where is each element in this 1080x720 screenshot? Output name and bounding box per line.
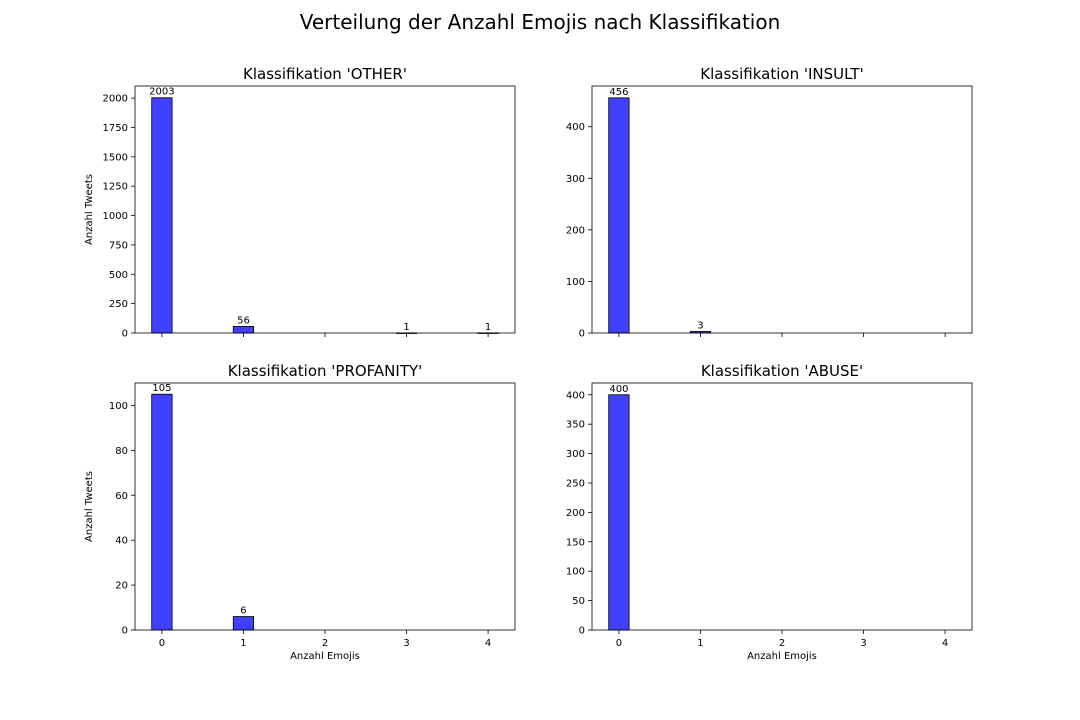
y-tick-label: 150 bbox=[566, 537, 585, 548]
x-tick-label: 0 bbox=[616, 638, 622, 649]
y-tick-label: 1750 bbox=[103, 123, 128, 134]
x-axis-label: Anzahl Emojis bbox=[747, 651, 817, 662]
subplot-other: 2003 56 1 1 0 250 500 750 1000 1250 1500 1750 2000 Kl… bbox=[84, 65, 516, 340]
y-axis-label: Anzahl Tweets bbox=[84, 174, 95, 245]
subplot-insult: 456 3 0 100 200 300 400 Klassifikation 'INSULT' bbox=[566, 65, 973, 340]
y-tick-label: 200 bbox=[566, 508, 585, 519]
y-tick-label: 300 bbox=[566, 174, 585, 185]
y-tick-label: 100 bbox=[566, 277, 585, 288]
subplot-title: Klassifikation 'INSULT' bbox=[700, 65, 863, 83]
y-tick-label: 0 bbox=[122, 329, 128, 340]
x-tick-label: 4 bbox=[942, 638, 948, 649]
data-label: 400 bbox=[609, 384, 628, 395]
bar bbox=[232, 616, 255, 631]
figure-title: Verteilung der Anzahl Emojis nach Klassi… bbox=[300, 10, 781, 34]
subplot-title: Klassifikation 'ABUSE' bbox=[701, 362, 863, 380]
y-tick-label: 250 bbox=[566, 478, 585, 489]
y-tick-label: 300 bbox=[566, 449, 585, 460]
y-tick-label: 1500 bbox=[103, 152, 128, 163]
y-tick-label: 350 bbox=[566, 420, 585, 431]
x-tick-label: 3 bbox=[403, 638, 409, 649]
subplot-title: Klassifikation 'PROFANITY' bbox=[228, 362, 423, 380]
x-tick-label: 1 bbox=[697, 638, 703, 649]
y-axis-label: Anzahl Tweets bbox=[84, 471, 95, 542]
data-label: 105 bbox=[152, 383, 171, 394]
y-tick-label: 100 bbox=[566, 567, 585, 578]
y-tick-label: 40 bbox=[115, 536, 128, 547]
data-label: 6 bbox=[240, 606, 246, 617]
data-label: 56 bbox=[237, 315, 250, 326]
y-tick-label: 100 bbox=[109, 401, 128, 412]
y-tick-label: 20 bbox=[115, 581, 128, 592]
bar bbox=[151, 97, 173, 334]
x-tick-label: 1 bbox=[240, 638, 246, 649]
data-label: 1 bbox=[485, 322, 491, 333]
y-tick-label: 1000 bbox=[103, 211, 128, 222]
x-tick-label: 2 bbox=[779, 638, 785, 649]
y-tick-label: 1250 bbox=[103, 182, 128, 193]
y-tick-label: 400 bbox=[566, 122, 585, 133]
y-tick-label: 400 bbox=[566, 390, 585, 401]
y-tick-label: 80 bbox=[115, 446, 128, 457]
y-tick-label: 750 bbox=[109, 240, 128, 251]
bar bbox=[608, 97, 630, 334]
y-tick-label: 0 bbox=[122, 626, 128, 637]
data-label: 456 bbox=[609, 87, 628, 98]
y-tick-label: 200 bbox=[566, 225, 585, 236]
x-tick-label: 3 bbox=[860, 638, 866, 649]
x-tick-label: 2 bbox=[322, 638, 328, 649]
bar bbox=[608, 394, 630, 631]
data-label: 2003 bbox=[149, 87, 174, 98]
subplot-title: Klassifikation 'OTHER' bbox=[243, 65, 407, 83]
subplot-abuse: 400 0 50 100 150 200 250 300 350 400 0 1 2 3 4 Klassifi… bbox=[566, 362, 973, 662]
bar bbox=[232, 326, 255, 334]
y-tick-label: 60 bbox=[115, 491, 128, 502]
x-axis-label: Anzahl Emojis bbox=[290, 651, 360, 662]
data-label: 1 bbox=[403, 322, 409, 333]
y-tick-label: 500 bbox=[109, 270, 128, 281]
y-tick-label: 0 bbox=[579, 626, 585, 637]
y-tick-label: 2000 bbox=[103, 94, 128, 105]
bar bbox=[151, 393, 173, 631]
x-tick-label: 4 bbox=[485, 638, 491, 649]
y-tick-label: 50 bbox=[572, 596, 585, 607]
data-label: 3 bbox=[697, 320, 703, 331]
y-tick-label: 0 bbox=[579, 329, 585, 340]
x-tick-label: 0 bbox=[159, 638, 165, 649]
y-tick-label: 250 bbox=[109, 299, 128, 310]
